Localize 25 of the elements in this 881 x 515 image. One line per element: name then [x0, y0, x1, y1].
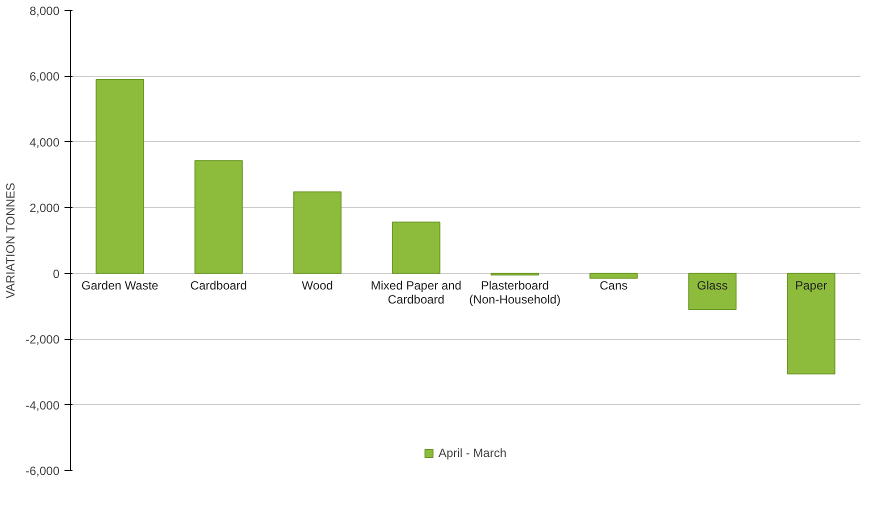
bar	[589, 272, 638, 279]
y-tick-label: 0	[52, 266, 60, 281]
bar	[688, 272, 737, 310]
y-tick-label: -2,000	[25, 332, 60, 347]
x-tick-label: Wood	[302, 278, 333, 292]
y-tick-label: 8,000	[29, 4, 60, 18]
x-tick-label: Mixed Paper and Cardboard	[370, 278, 462, 306]
y-axis-title: VARIATION TONNES	[3, 182, 18, 299]
y-tick-label: -4,000	[25, 398, 60, 412]
y-tick-label: 2,000	[29, 201, 60, 216]
x-tick-label: Garden Waste	[81, 278, 159, 292]
x-tick-label: Plasterboard (Non-Household)	[469, 278, 561, 306]
x-tick-label: Cardboard	[190, 278, 247, 292]
x-tick-label: Paper	[795, 278, 828, 292]
x-tick-label: Glass	[697, 278, 728, 292]
y-tick-label: 4,000	[29, 135, 60, 150]
legend-label: April - March	[438, 446, 507, 460]
y-tick-label: 6,000	[29, 70, 60, 84]
x-tick-label: Cans	[600, 278, 628, 292]
bar	[96, 79, 144, 274]
bar	[786, 272, 836, 374]
y-tick-label: -6,000	[25, 464, 60, 478]
bar	[392, 222, 440, 274]
bar	[194, 160, 243, 274]
bar	[293, 191, 342, 274]
